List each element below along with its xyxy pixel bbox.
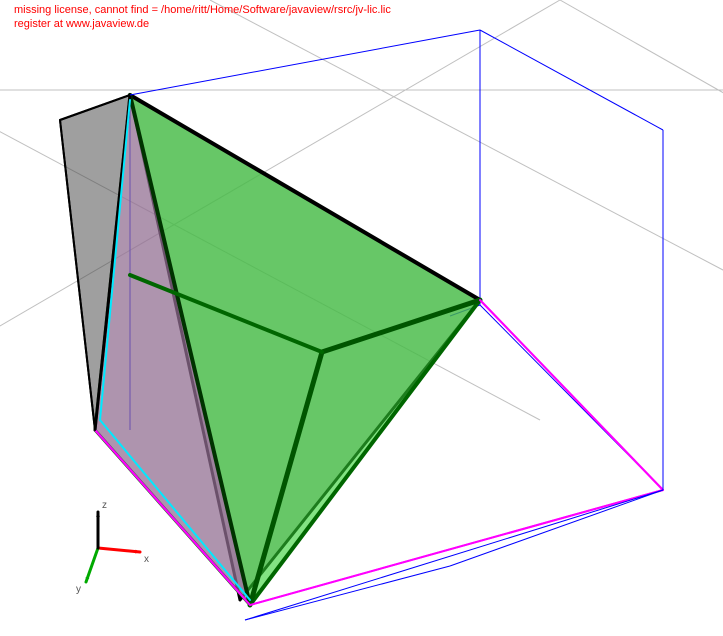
- axis-label-z: z: [102, 500, 107, 511]
- polytope-faces: [60, 95, 663, 605]
- axis-label-x: x: [144, 554, 149, 565]
- axes-widget: x y z: [76, 500, 149, 595]
- license-error-line1: missing license, cannot find = /home/rit…: [14, 3, 391, 17]
- scene-viewport[interactable]: x y z: [0, 0, 723, 636]
- license-error-line2: register at www.javaview.de: [14, 17, 149, 31]
- axis-label-y: y: [76, 584, 81, 595]
